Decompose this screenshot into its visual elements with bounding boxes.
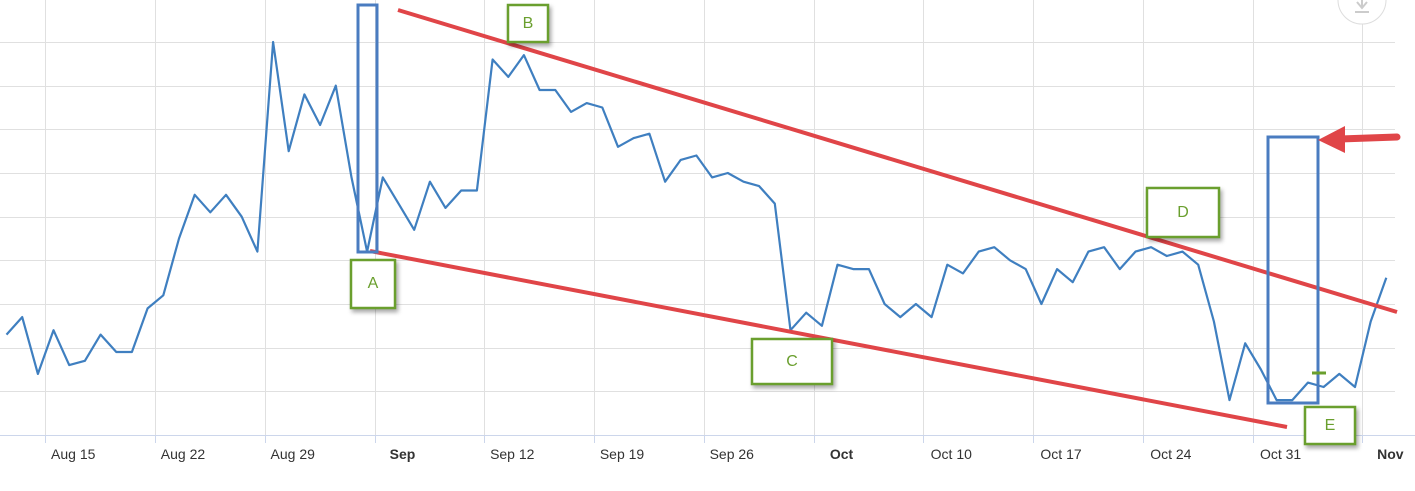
trend-line [397, 8, 1398, 314]
series-line [5, 40, 1388, 402]
x-tick-label: Oct 31 [1260, 446, 1301, 462]
label-box [349, 258, 397, 310]
plot [5, 40, 1388, 402]
annotation-label: C [786, 353, 798, 370]
x-tick-label: Oct 17 [1040, 446, 1081, 462]
x-tick-label: Sep [390, 446, 416, 462]
grid [0, 0, 1395, 443]
annotations: A B C D E [349, 3, 1401, 446]
arrow [1336, 133, 1401, 143]
highlight-box [356, 3, 379, 254]
x-tick-label: Oct 10 [931, 446, 972, 462]
label-box [1145, 186, 1221, 239]
x-tick-label: Aug 29 [271, 446, 316, 462]
highlight-box [1266, 135, 1320, 405]
x-tick-label: Oct 24 [1150, 446, 1191, 462]
arrow-head [1318, 126, 1345, 153]
x-tick-label: Oct [830, 446, 854, 462]
x-tick-label: Aug 22 [161, 446, 206, 462]
label-box [750, 337, 834, 386]
label-box [1303, 405, 1357, 446]
label-box [506, 3, 550, 44]
export-button[interactable] [1337, 0, 1387, 25]
annotation-label: E [1325, 417, 1336, 434]
x-tick-label: Sep 26 [710, 446, 755, 462]
annotation-label: A [368, 275, 379, 292]
export-icon[interactable] [1355, 0, 1369, 13]
x-tick-label: Nov [1377, 446, 1404, 462]
annotation-label: D [1177, 204, 1189, 221]
annotation-label: B [523, 15, 534, 32]
x-tick-label: Sep 19 [600, 446, 645, 462]
x-tick-label: Aug 15 [51, 446, 96, 462]
x-tick-label: Sep 12 [490, 446, 535, 462]
